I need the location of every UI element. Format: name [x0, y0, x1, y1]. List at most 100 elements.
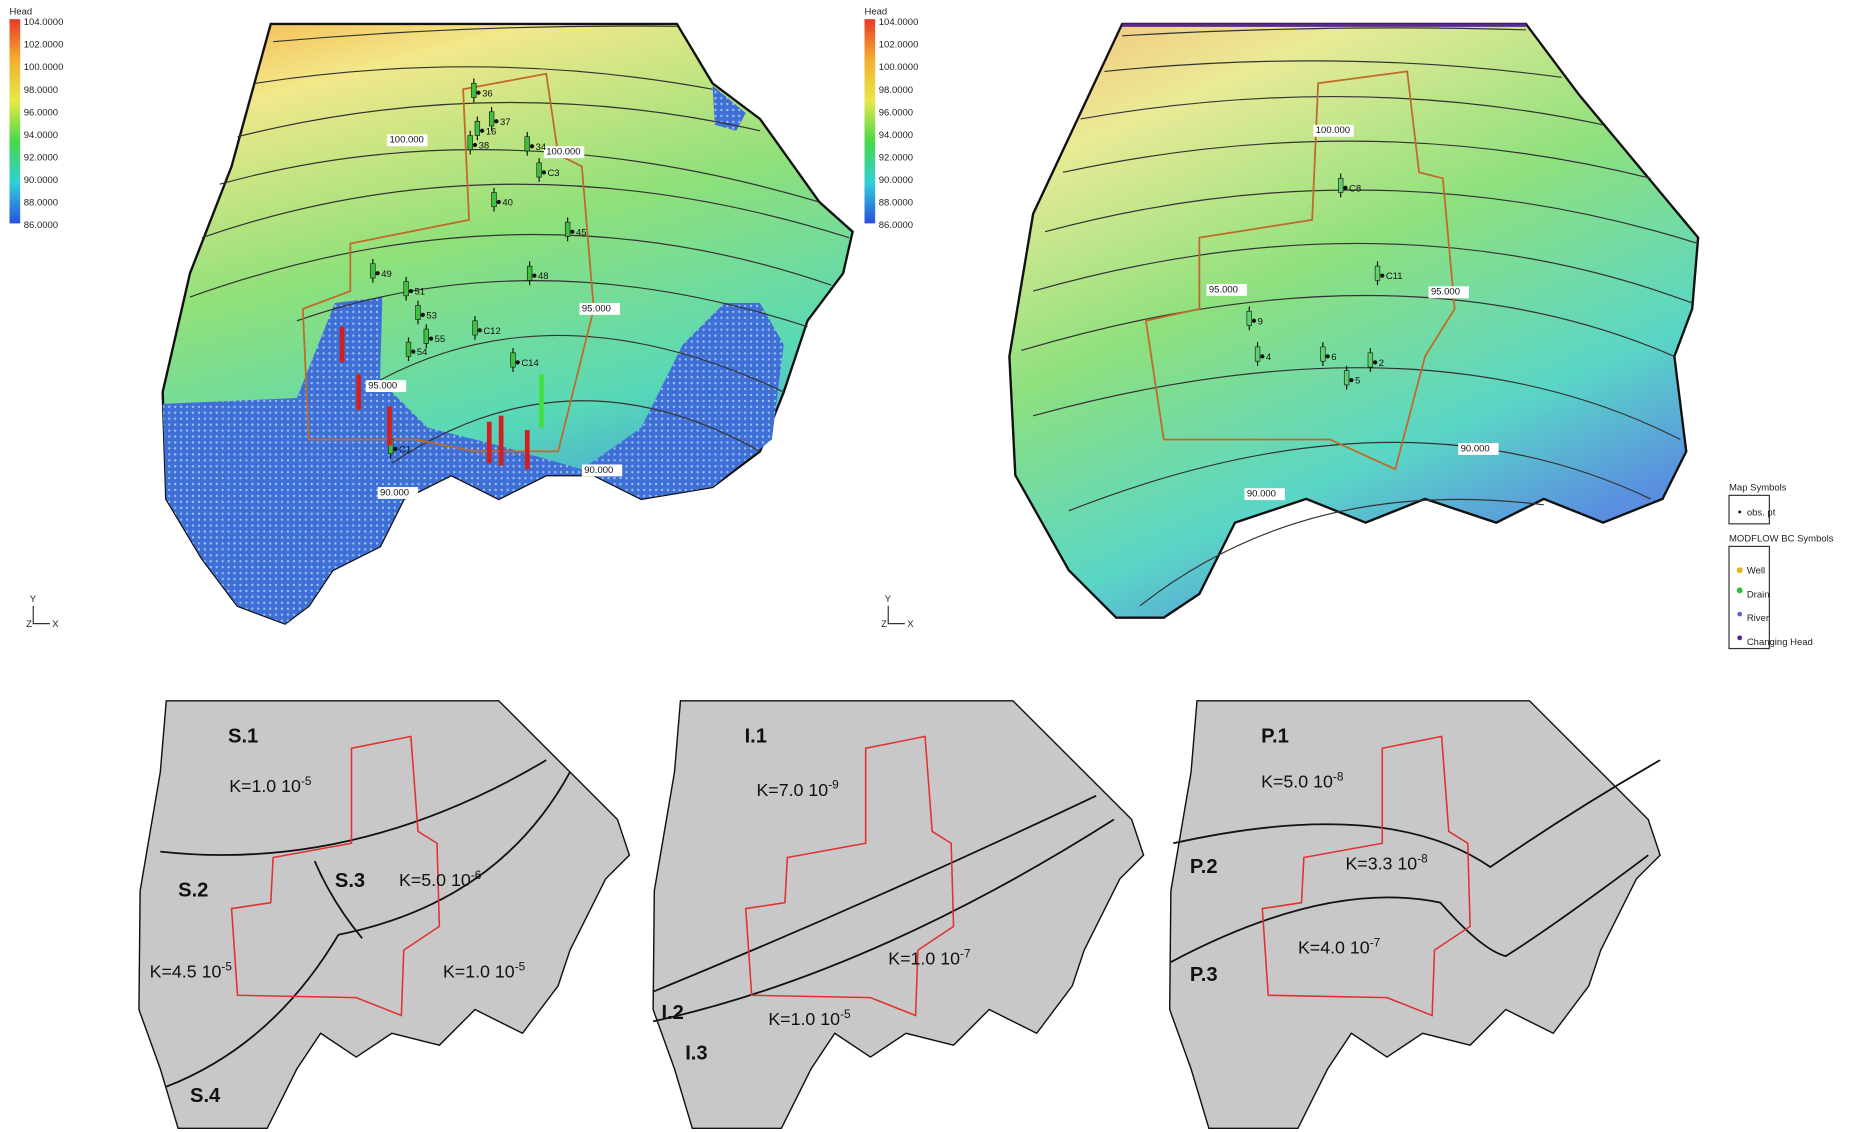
legend-label: 102.0000	[24, 40, 64, 51]
contour-label: 95.000	[582, 303, 611, 314]
k-exponent: -5	[301, 774, 312, 788]
zone-map	[653, 701, 1143, 1129]
symbol	[1737, 612, 1742, 617]
well-screen	[416, 305, 421, 319]
k-base: K=1.0 10	[768, 1009, 840, 1029]
well-label: 48	[538, 271, 549, 282]
k-label: K=7.0 10-9	[756, 778, 839, 800]
well-label: 9	[1258, 316, 1263, 327]
legend-label: 96.0000	[24, 107, 58, 118]
legend-label: 90.0000	[879, 175, 913, 186]
zone-label: P.2	[1190, 856, 1218, 878]
symbol	[1737, 635, 1742, 640]
legend-label: 88.0000	[879, 198, 913, 209]
well-screen	[492, 193, 497, 207]
well-screen	[471, 83, 476, 97]
legend-item: Drain	[1747, 589, 1770, 600]
figure: S.1S.2S.3S.4K=1.0 10-5K=5.0 10-6K=4.5 10…	[0, 0, 1862, 1132]
well-label: 40	[502, 198, 513, 209]
legend-item: obs. pt	[1747, 508, 1776, 519]
obs-point	[1260, 354, 1264, 358]
k-label: K=1.0 10-5	[229, 774, 312, 796]
legend-title: MODFLOW BC Symbols	[1729, 534, 1834, 545]
legend-label: 96.0000	[879, 107, 913, 118]
legend-title: Map Symbols	[1729, 483, 1787, 494]
legend-item: Changing Head	[1747, 637, 1813, 648]
well-label: 49	[381, 269, 392, 280]
contour-label: 100.000	[390, 135, 424, 146]
zone-label: I.3	[685, 1042, 707, 1064]
zone-domain	[1170, 701, 1660, 1129]
legend-label: 92.0000	[24, 152, 58, 163]
well-screen	[537, 163, 542, 177]
zone-label: I.1	[745, 725, 767, 747]
obs-point	[480, 129, 484, 133]
k-label: K=1.0 10-5	[443, 959, 526, 981]
obs-point	[516, 360, 520, 364]
legend-label: 98.0000	[879, 85, 913, 96]
axis-label: X	[907, 619, 914, 630]
legend-bar	[10, 19, 21, 223]
k-label: K=1.0 10-5	[768, 1007, 851, 1029]
legend-label: 92.0000	[879, 152, 913, 163]
axis-label: X	[52, 619, 59, 630]
well-screen	[511, 353, 516, 367]
obs-point	[421, 313, 425, 317]
symbol	[1737, 567, 1743, 573]
axis-triad	[33, 606, 50, 624]
axis-label: Y	[885, 594, 892, 605]
well-label: 51	[414, 287, 425, 298]
obs-point	[497, 200, 501, 204]
contour-label: 95.000	[1431, 287, 1460, 298]
k-exponent: -6	[471, 868, 482, 882]
obs-point	[476, 91, 480, 95]
well-screen	[1338, 178, 1343, 192]
k-base: K=4.0 10	[1298, 938, 1370, 958]
k-base: K=1.0 10	[888, 948, 960, 968]
k-label: K=5.0 10-8	[1261, 769, 1344, 791]
well-screen	[404, 282, 409, 296]
legend-item: Well	[1747, 566, 1765, 577]
obs-point	[1252, 319, 1256, 323]
legend-label: 94.0000	[879, 130, 913, 141]
k-exponent: -8	[1333, 769, 1344, 783]
legend-label: 88.0000	[24, 198, 58, 209]
well-label: 36	[482, 88, 493, 99]
k-base: K=4.5 10	[150, 961, 222, 981]
well-screen	[468, 136, 473, 150]
contour-label: 95.000	[1209, 284, 1238, 295]
obs-point	[473, 143, 477, 147]
k-exponent: -9	[828, 778, 839, 792]
zone-label: P.3	[1190, 964, 1218, 986]
k-label: K=4.0 10-7	[1298, 936, 1380, 958]
obs-point	[478, 328, 482, 332]
well-screen	[527, 266, 532, 280]
k-base: K=3.3 10	[1345, 853, 1417, 873]
well-label: 55	[435, 334, 446, 345]
zone-label: P.1	[1261, 725, 1289, 747]
well-screen	[424, 329, 429, 343]
k-exponent: -8	[1417, 851, 1428, 865]
contour-label: 100.000	[546, 147, 580, 158]
legend-label: 102.0000	[879, 40, 919, 51]
k-label: K=3.3 10-8	[1345, 851, 1428, 873]
contour-label: 90.000	[1247, 489, 1276, 500]
legend-label: 100.0000	[24, 62, 64, 73]
well-label: 38	[479, 141, 490, 152]
obs-point	[530, 144, 534, 148]
well-label: 45	[576, 227, 587, 238]
zone-map	[1170, 701, 1660, 1129]
legend-label: 104.0000	[24, 17, 64, 28]
well-label: 5	[1355, 376, 1360, 387]
well-screen	[1368, 353, 1373, 367]
zone-label: I.2	[661, 1002, 683, 1024]
obs-point	[494, 119, 498, 123]
legend-label: 104.0000	[879, 17, 919, 28]
well-label: C1	[399, 445, 411, 456]
obs-point	[1325, 354, 1329, 358]
symbol	[1737, 587, 1743, 593]
k-exponent: -5	[221, 959, 232, 973]
legend-title: Head	[10, 6, 33, 17]
well-label: C14	[521, 358, 538, 369]
obs-point	[570, 230, 574, 234]
